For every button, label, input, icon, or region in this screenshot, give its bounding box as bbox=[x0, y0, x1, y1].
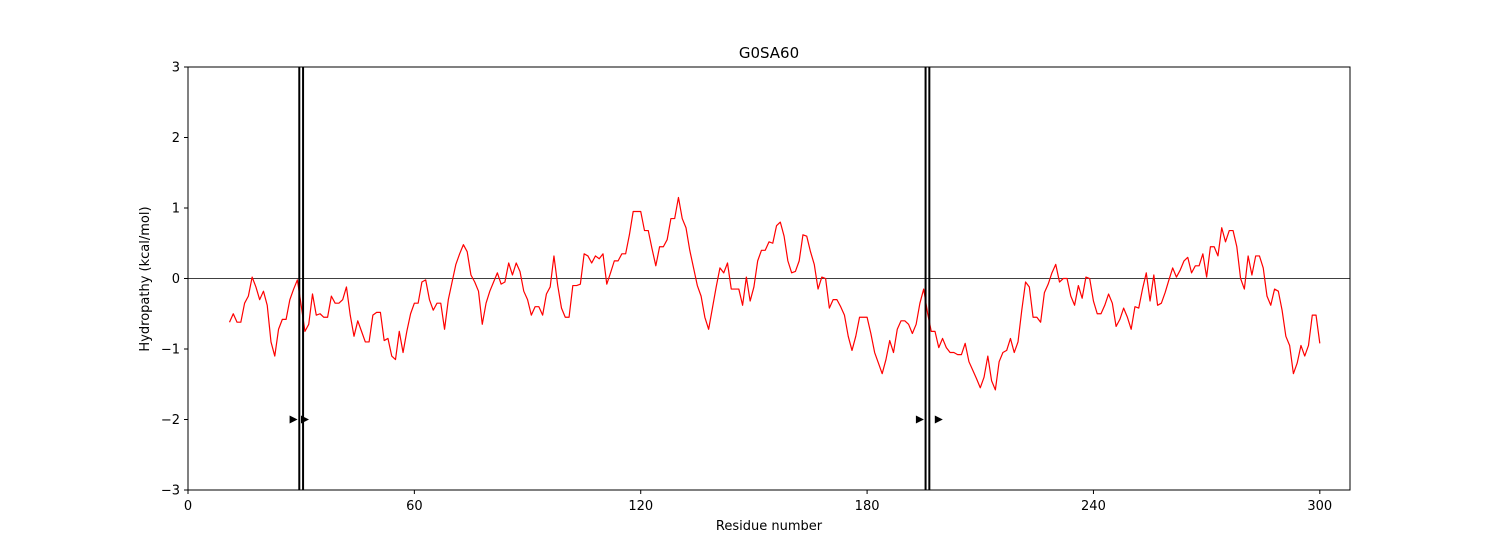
y-axis-label: Hydropathy (kcal/mol) bbox=[138, 206, 153, 351]
y-tick-label-2: 2 bbox=[172, 131, 180, 146]
y-tick-label-1: 1 bbox=[172, 202, 180, 217]
x-tick-label-0: 0 bbox=[184, 499, 192, 514]
x-tick-label-180: 180 bbox=[855, 499, 880, 514]
region-1-marker-1 bbox=[934, 415, 943, 424]
series-line-0 bbox=[228, 196, 1321, 391]
y-tick-label--2: −2 bbox=[161, 413, 180, 428]
y-tick-label-3: 3 bbox=[172, 61, 180, 76]
x-tick-label-300: 300 bbox=[1307, 499, 1332, 514]
x-axis-label: Residue number bbox=[716, 519, 823, 534]
region-0-marker-0 bbox=[289, 415, 298, 424]
x-tick-label-240: 240 bbox=[1081, 499, 1106, 514]
chart-title: G0SA60 bbox=[739, 44, 799, 62]
x-tick-label-120: 120 bbox=[628, 499, 653, 514]
y-tick-label-0: 0 bbox=[172, 272, 180, 287]
x-tick-label-60: 60 bbox=[406, 499, 423, 514]
y-tick-label--1: −1 bbox=[161, 343, 180, 358]
region-1-marker-0 bbox=[915, 415, 924, 424]
region-0-marker-1 bbox=[301, 415, 309, 424]
y-tick-label--3: −3 bbox=[161, 484, 180, 499]
